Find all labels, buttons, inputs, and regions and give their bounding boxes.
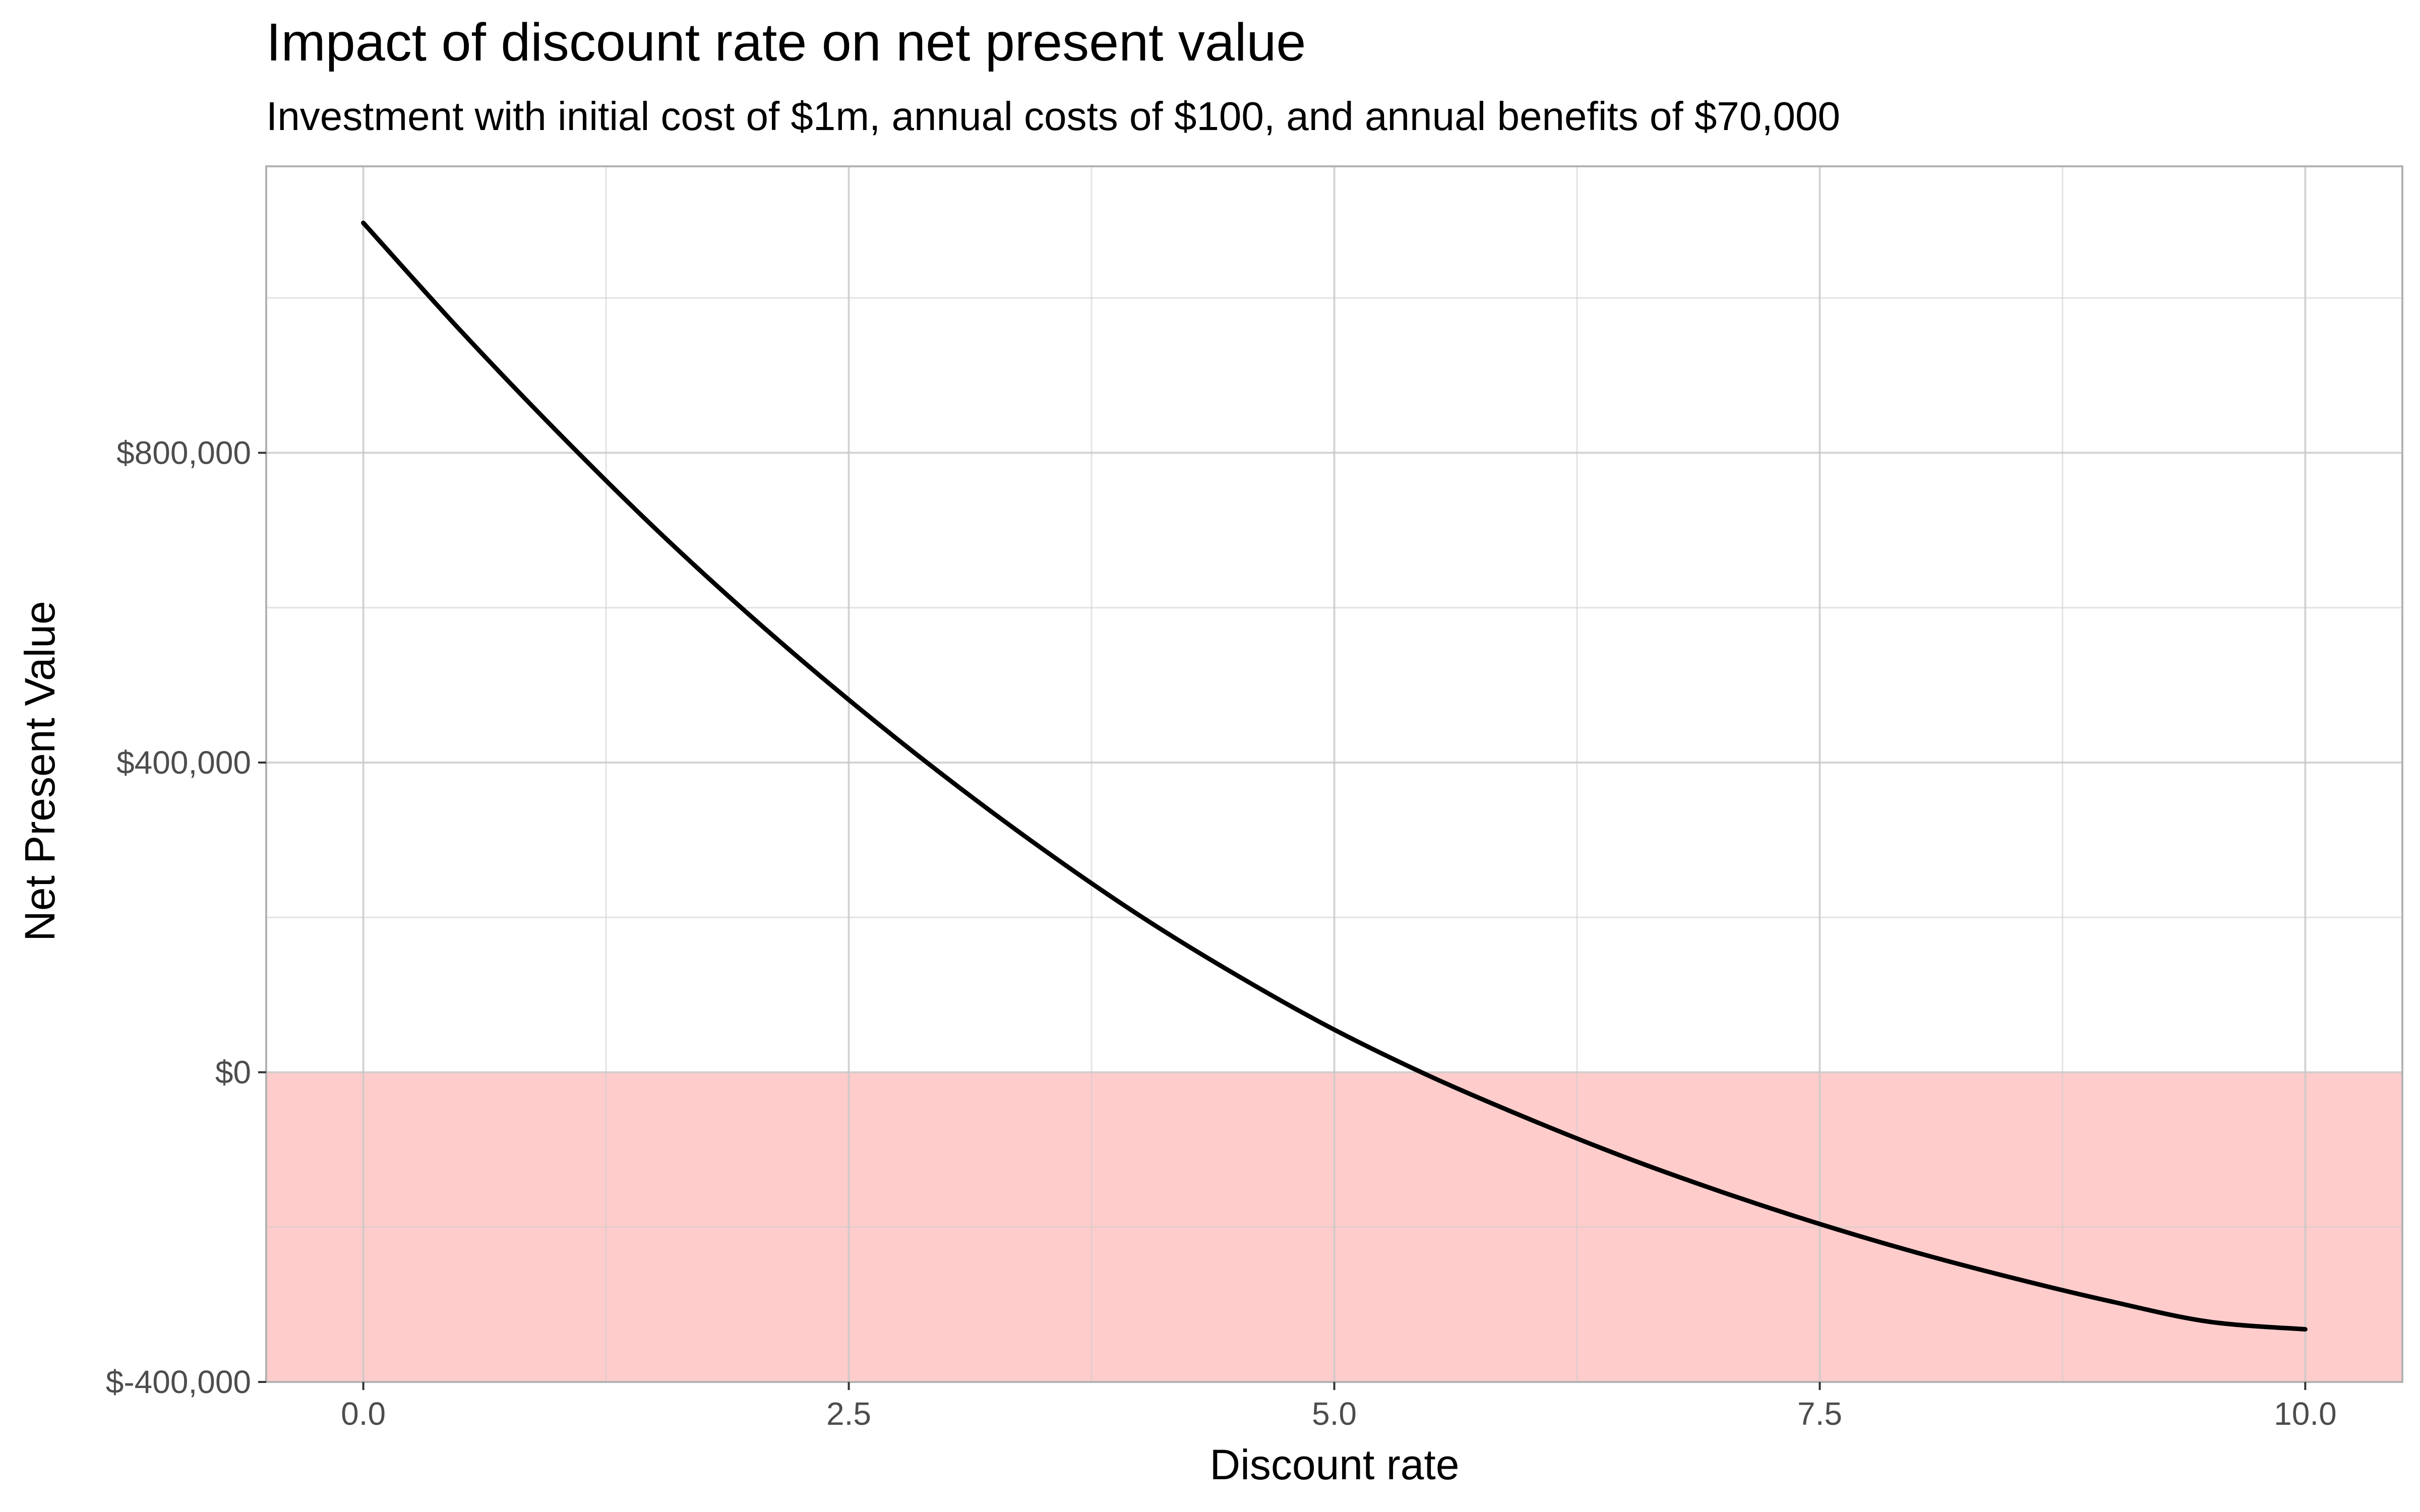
y-axis-title: Net Present Value (16, 601, 64, 941)
y-tick-label: $-400,000 (106, 1364, 251, 1400)
y-tick-label: $400,000 (116, 744, 251, 781)
y-axis-ticks: $-400,000 $0 $400,000 $800,000 (106, 434, 266, 1400)
x-axis-ticks: 0.0 2.5 5.0 7.5 10.0 (341, 1382, 2337, 1432)
x-axis-title: Discount rate (1210, 1441, 1460, 1488)
y-tick-label: $800,000 (116, 434, 251, 471)
x-tick-label: 5.0 (1312, 1396, 1357, 1432)
chart-subtitle: Investment with initial cost of $1m, ann… (266, 94, 1840, 139)
x-tick-label: 0.0 (341, 1396, 386, 1432)
chart-title: Impact of discount rate on net present v… (266, 13, 1306, 72)
x-tick-label: 2.5 (826, 1396, 871, 1432)
plot-area (265, 165, 2403, 1383)
x-tick-label: 7.5 (1797, 1396, 1842, 1432)
y-tick-label: $0 (215, 1054, 251, 1090)
x-tick-label: 10.0 (2274, 1396, 2337, 1432)
major-gridlines (266, 166, 2402, 1383)
npv-series-line (361, 220, 2308, 1332)
